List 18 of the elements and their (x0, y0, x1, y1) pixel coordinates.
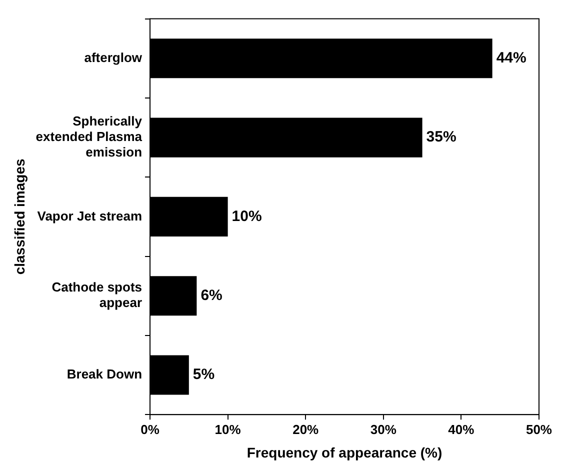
y-tick-label: Vapor Jet stream (37, 208, 142, 224)
data-label: 6% (200, 287, 222, 304)
x-tick-label: 30% (370, 422, 397, 437)
data-label: 10% (232, 208, 262, 225)
x-tick-label: 0% (140, 422, 160, 437)
data-label: 35% (426, 128, 456, 146)
x-tick-label: 50% (526, 422, 552, 437)
x-tick-label: 40% (448, 422, 475, 437)
x-tick-label: 20% (292, 422, 320, 437)
data-label: 44% (496, 50, 526, 67)
x-tick-label: 10% (214, 422, 242, 437)
x-axis-title: Frequency of appearance (%) (246, 444, 442, 460)
y-tick-label: afterglow (84, 50, 143, 65)
y-tick-label: Break Down (66, 366, 142, 382)
y-tick-label: Cathode spots appear (52, 280, 142, 310)
y-tick-label: Spherically extended Plasma emission (36, 114, 143, 160)
y-axis-title: classified images (11, 158, 28, 275)
data-label: 5% (192, 366, 215, 384)
